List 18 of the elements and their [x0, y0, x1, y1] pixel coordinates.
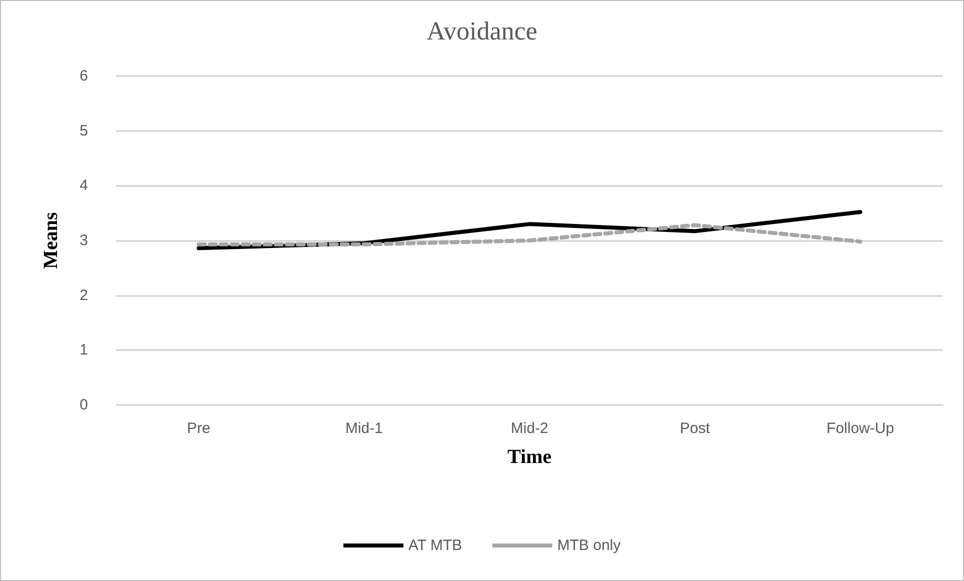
chart-title: Avoidance	[426, 16, 538, 46]
x-tick-label: Follow-Up	[826, 420, 894, 437]
legend-label: MTB only	[557, 537, 622, 554]
x-tick-label: Post	[680, 420, 711, 437]
x-tick-label: Mid-1	[345, 420, 383, 437]
y-tick-label: 5	[80, 122, 88, 140]
y-tick-label: 0	[80, 396, 88, 414]
x-tick-label: Pre	[187, 420, 210, 437]
y-tick-label: 2	[80, 286, 88, 304]
x-axis-title: Time	[507, 446, 552, 468]
y-tick-label: 3	[80, 232, 88, 249]
y-tick-label: 6	[80, 68, 88, 84]
y-axis-title: Means	[40, 212, 62, 269]
y-tick-label: 1	[80, 342, 88, 359]
x-tick-label: Mid-2	[510, 420, 548, 437]
y-tick-label: 4	[80, 177, 88, 194]
line-series	[196, 223, 862, 246]
legend-label: AT MTB	[408, 537, 462, 554]
